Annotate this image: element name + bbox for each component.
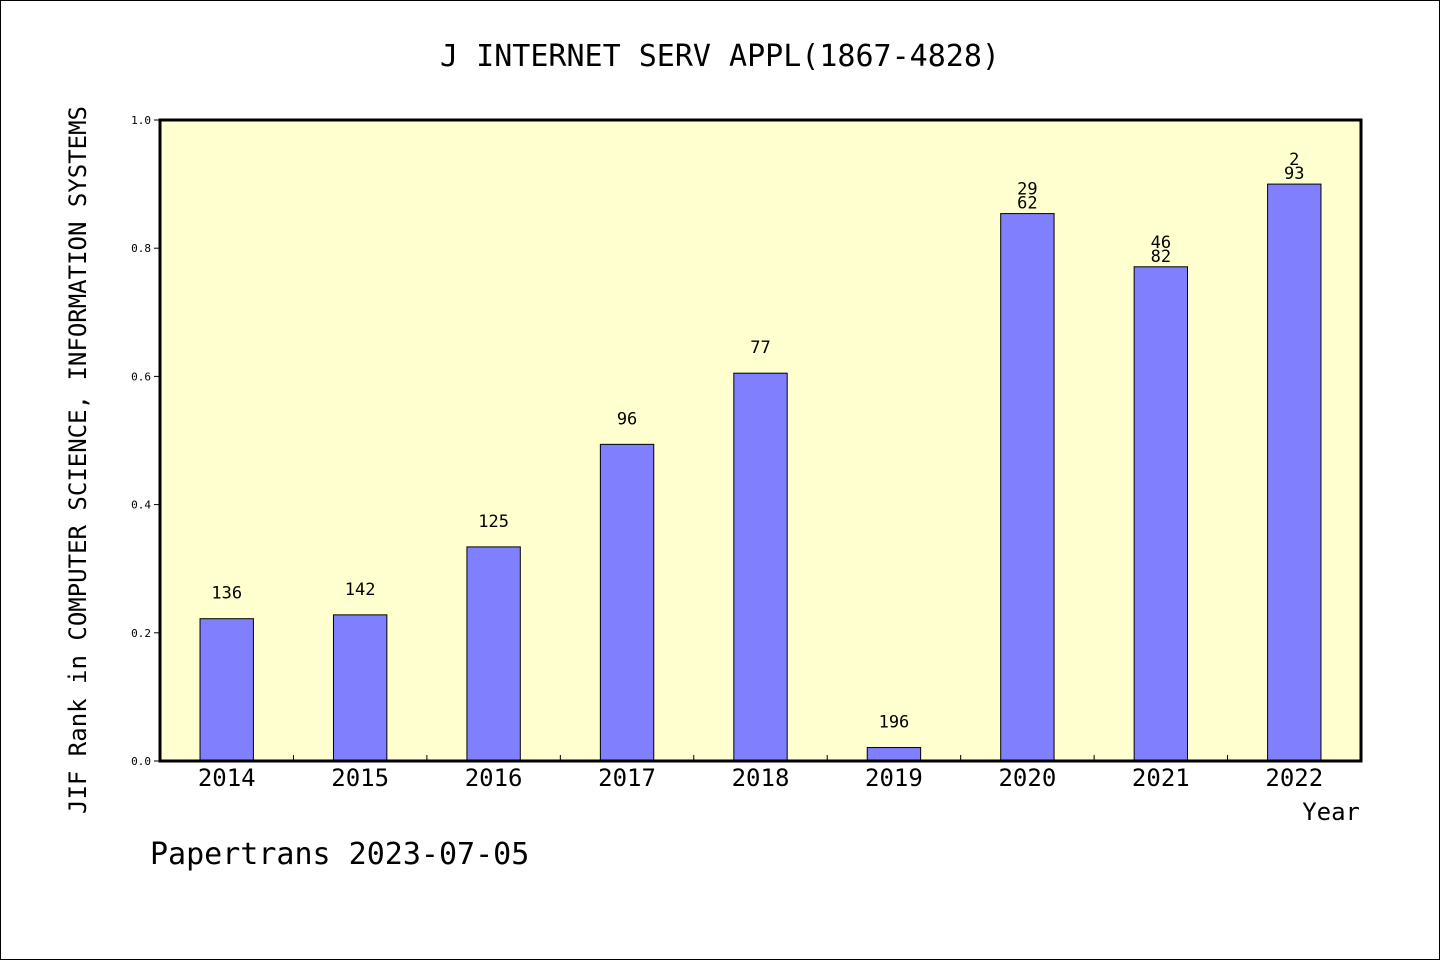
bar-value-label-2022-1: 2 bbox=[1289, 150, 1299, 170]
bar-2020 bbox=[1000, 213, 1055, 762]
x-axis-label: Year bbox=[1302, 798, 1360, 826]
x-axis: 2014 2015 2016 2017 2018 2019 2020 2021 2022 bbox=[198, 755, 1323, 792]
bar-2019 bbox=[866, 747, 922, 762]
bar-2018 bbox=[733, 372, 788, 762]
y-tick-label-0.8: 0.8 bbox=[131, 242, 151, 255]
y-tick-label-0.2: 0.2 bbox=[131, 627, 151, 640]
x-tick-label-2017: 2017 bbox=[598, 764, 656, 792]
bar-value-label-2015: 142 bbox=[345, 580, 376, 600]
bar-value-label-2018: 77 bbox=[750, 338, 770, 358]
bar-2016 bbox=[466, 546, 521, 762]
bar-value-label-2014: 136 bbox=[211, 584, 242, 604]
bar-2021 bbox=[1133, 266, 1189, 762]
x-tick-label-2020: 2020 bbox=[998, 764, 1056, 792]
bar-value-label-2016: 125 bbox=[478, 512, 509, 532]
y-axis-label: JIF Rank in COMPUTER SCIENCE, INFORMATIO… bbox=[64, 106, 92, 814]
bar-value-label-2020-2: 62 bbox=[1017, 194, 1037, 214]
bar-value-label-2020-1: 29 bbox=[1017, 180, 1037, 200]
x-tick-label-2022: 2022 bbox=[1265, 764, 1323, 792]
x-tick-label-2019: 2019 bbox=[865, 764, 923, 792]
bar-2015 bbox=[332, 614, 388, 762]
x-tick-label-2021: 2021 bbox=[1132, 764, 1190, 792]
x-tick-label-2018: 2018 bbox=[732, 764, 790, 792]
y-tick-label-1.0: 1.0 bbox=[131, 114, 151, 127]
bar-2017 bbox=[599, 443, 655, 762]
y-tick-label-0.6: 0.6 bbox=[131, 370, 151, 383]
bar-value-label-2017: 96 bbox=[617, 409, 637, 429]
bar-value-label-2021-2: 82 bbox=[1151, 247, 1171, 267]
bar-value-label-2022-2: 93 bbox=[1284, 164, 1304, 184]
y-tick-label-0.4: 0.4 bbox=[131, 499, 151, 512]
bar-2014 bbox=[199, 618, 254, 762]
plot-frame bbox=[158, 118, 1363, 763]
x-tick-label-2016: 2016 bbox=[465, 764, 523, 792]
bar-2022 bbox=[1267, 183, 1322, 762]
bar-value-label-2019: 196 bbox=[879, 713, 910, 733]
footer-note: Papertrans 2023-07-05 bbox=[150, 837, 529, 872]
chart-title: J INTERNET SERV APPL(1867-4828) bbox=[440, 39, 1000, 74]
y-axis: 0.0 0.2 0.4 0.6 0.8 1.0 bbox=[131, 114, 160, 768]
x-tick-label-2015: 2015 bbox=[331, 764, 389, 792]
y-tick-label-0.0: 0.0 bbox=[131, 755, 151, 768]
x-tick-label-2014: 2014 bbox=[198, 764, 256, 792]
bar-value-label-2021-1: 46 bbox=[1151, 233, 1171, 253]
